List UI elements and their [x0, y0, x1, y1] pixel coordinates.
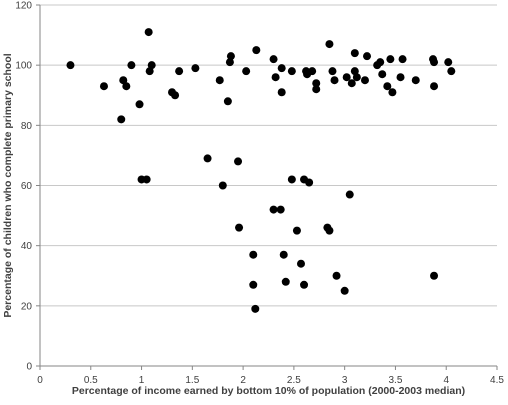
x-tick-label: 4	[443, 375, 449, 386]
data-point	[269, 55, 278, 64]
data-point	[292, 226, 301, 235]
x-tick-label: 2	[240, 375, 246, 386]
data-point	[340, 286, 349, 295]
data-point	[398, 55, 407, 64]
x-tick-label: 4.5	[490, 375, 504, 386]
data-point	[308, 67, 317, 76]
data-point	[396, 73, 405, 82]
x-tick-label: 1	[139, 375, 145, 386]
y-tick-label: 80	[21, 121, 33, 132]
data-point	[430, 82, 439, 91]
data-point	[252, 46, 261, 55]
x-tick-label: 3.5	[388, 375, 402, 386]
data-point	[122, 82, 131, 91]
data-point	[225, 58, 234, 67]
data-point	[117, 115, 126, 124]
data-point	[218, 181, 227, 190]
y-axis-title: Percentage of children who complete prim…	[2, 53, 14, 317]
data-point	[234, 157, 243, 166]
data-point	[281, 277, 290, 286]
data-point	[447, 67, 456, 76]
data-point	[383, 82, 392, 91]
data-point	[135, 100, 144, 109]
data-point	[305, 178, 314, 187]
data-point	[352, 73, 361, 82]
data-point	[347, 79, 356, 88]
data-point	[66, 61, 75, 70]
data-points	[66, 28, 456, 313]
data-point	[171, 91, 180, 100]
data-point	[191, 64, 200, 73]
data-point	[411, 76, 420, 85]
data-point	[144, 28, 153, 37]
data-point	[378, 70, 387, 79]
data-point	[444, 58, 453, 67]
y-tick-labels: 0 20 40 60 80 100 120	[15, 1, 40, 373]
gridlines	[40, 4, 497, 307]
data-point	[223, 97, 232, 106]
data-point	[271, 73, 280, 82]
data-point	[242, 67, 251, 76]
y-tick-label: 120	[15, 1, 32, 12]
data-point	[296, 259, 305, 268]
data-point	[276, 205, 285, 214]
data-point	[350, 67, 359, 76]
data-point	[226, 52, 235, 61]
data-point	[215, 76, 224, 85]
data-point	[287, 175, 296, 184]
data-point	[277, 64, 286, 73]
data-point	[277, 88, 286, 97]
data-point	[430, 271, 439, 280]
data-point	[430, 58, 439, 67]
data-point	[330, 76, 339, 85]
y-tick-label: 60	[21, 181, 33, 192]
y-tick-label: 20	[21, 301, 33, 312]
data-point	[325, 40, 334, 49]
data-point	[300, 280, 309, 289]
data-point	[325, 226, 334, 235]
data-point	[332, 271, 341, 280]
data-point	[99, 82, 108, 91]
data-point	[350, 49, 359, 58]
x-tick-label: 0	[37, 375, 43, 386]
x-tick-label: 0.5	[84, 375, 98, 386]
data-point	[312, 85, 321, 94]
data-point	[269, 205, 278, 214]
data-point	[249, 250, 258, 259]
data-point	[279, 250, 288, 259]
data-point	[145, 67, 154, 76]
y-tick-label: 0	[26, 362, 32, 373]
data-point	[388, 88, 397, 97]
y-tick-label: 40	[21, 241, 33, 252]
data-point	[142, 175, 151, 184]
data-point	[287, 67, 296, 76]
data-point	[203, 154, 212, 163]
data-point	[251, 304, 260, 313]
data-point	[345, 190, 354, 199]
x-tick-labels: 0 0.5 1 1.5 2 2.5 3 3.5 4 4.5	[37, 366, 504, 386]
data-point	[386, 55, 395, 64]
data-point	[360, 76, 369, 85]
x-tick-label: 1.5	[185, 375, 199, 386]
data-point	[249, 280, 258, 289]
data-point	[235, 223, 244, 232]
data-point	[147, 61, 156, 70]
data-point	[342, 73, 351, 82]
data-point	[119, 76, 128, 85]
data-point	[363, 52, 372, 61]
data-point	[175, 67, 184, 76]
data-point	[328, 67, 337, 76]
data-point	[312, 79, 321, 88]
data-point	[127, 61, 136, 70]
x-tick-label: 3	[342, 375, 348, 386]
y-tick-label: 100	[15, 61, 32, 72]
data-point	[376, 58, 385, 67]
x-axis-title: Percentage of income earned by bottom 10…	[72, 385, 465, 397]
x-tick-label: 2.5	[287, 375, 301, 386]
